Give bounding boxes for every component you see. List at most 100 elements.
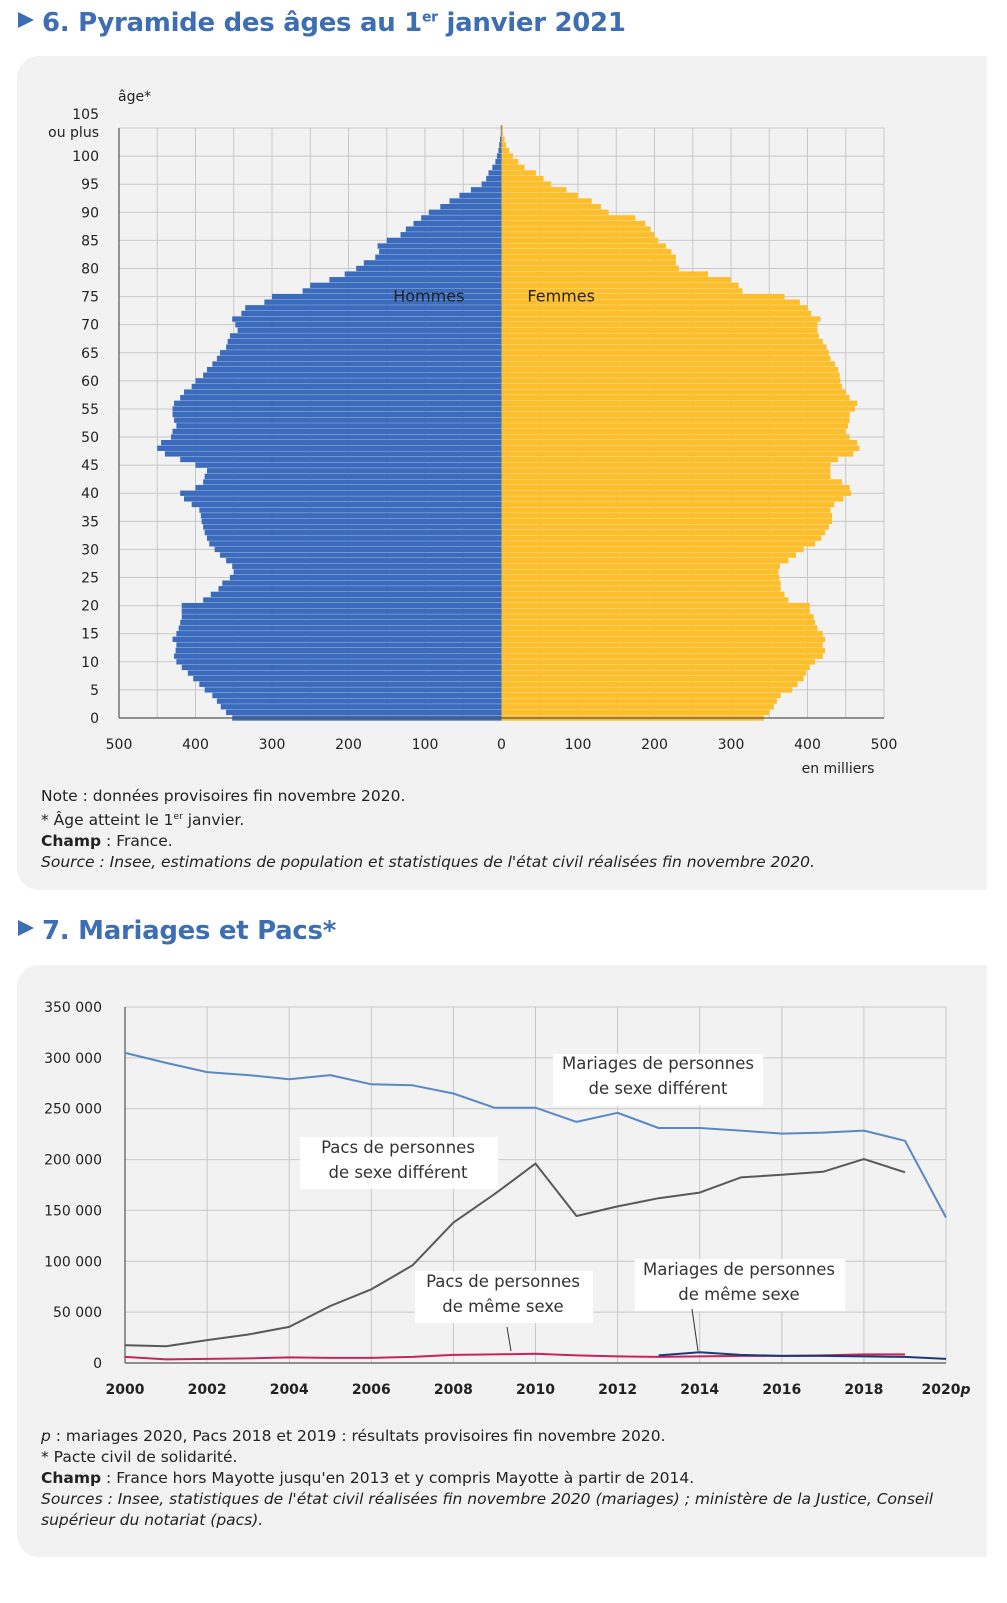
- series-label-bg: [300, 1137, 498, 1189]
- y-tick-label: 25: [81, 571, 99, 587]
- bar-hommes: [206, 366, 502, 373]
- bar-femmes: [501, 518, 832, 524]
- series-line-1: [124, 1158, 906, 1348]
- bar-femmes: [501, 411, 850, 418]
- bar-femmes: [501, 327, 818, 333]
- bar-hommes: [180, 490, 502, 496]
- bar-hommes: [195, 462, 502, 468]
- bar-femmes: [501, 602, 810, 609]
- bar-hommes: [226, 344, 502, 350]
- bar-femmes: [501, 670, 806, 676]
- source-text-2: supérieur du notariat (pacs).: [41, 1511, 264, 1529]
- bar-hommes: [498, 147, 502, 154]
- champ-label: Champ: [41, 832, 102, 851]
- bar-femmes: [501, 659, 816, 665]
- series-label-3: de même sexe: [678, 1285, 799, 1304]
- x-tick-label: 2012: [598, 1382, 637, 1398]
- y-tick-label: 30: [81, 542, 99, 558]
- bar-hommes: [492, 164, 502, 170]
- bar-hommes: [413, 220, 502, 227]
- bar-femmes: [501, 529, 826, 536]
- y-tick-label: 90: [81, 205, 99, 221]
- bar-hommes: [496, 153, 502, 159]
- bar-femmes: [501, 243, 666, 249]
- y-tick-label: 40: [81, 486, 99, 502]
- bar-femmes: [501, 130, 504, 137]
- bar-hommes: [356, 265, 502, 272]
- bar-hommes: [214, 546, 502, 553]
- bar-femmes: [501, 681, 798, 687]
- bar-hommes: [171, 434, 502, 440]
- series-line-0: [124, 1051, 947, 1218]
- mariages-source-1: Sources : Insee, statistiques de l'état …: [41, 1489, 933, 1510]
- bar-femmes: [501, 406, 855, 412]
- bar-hommes: [264, 299, 502, 305]
- bar-hommes: [488, 170, 502, 176]
- bar-femmes: [501, 248, 672, 255]
- bar-femmes: [501, 170, 536, 176]
- bar-hommes: [174, 417, 502, 423]
- bar-femmes: [501, 299, 800, 305]
- bar-hommes: [175, 647, 502, 654]
- bar-hommes: [164, 451, 502, 457]
- pyramid-age-note: * Âge atteint le 1er janvier.: [41, 807, 815, 831]
- bar-hommes: [203, 524, 502, 530]
- bar-hommes: [222, 580, 502, 586]
- bar-femmes: [501, 513, 832, 519]
- series-label-0: Mariages de personnes: [562, 1054, 754, 1073]
- y-tick-label: 150 000: [44, 1203, 102, 1219]
- bar-femmes: [501, 204, 601, 210]
- x-tick-label: 2020p: [922, 1382, 971, 1398]
- bar-hommes: [181, 664, 502, 671]
- x-tick-label: 400: [182, 737, 209, 753]
- mariages-champ: Champ : France hors Mayotte jusqu'en 201…: [41, 1468, 933, 1489]
- bar-femmes: [501, 271, 709, 277]
- bar-femmes: [501, 569, 779, 575]
- bar-hommes: [220, 704, 502, 710]
- mariages-title-text: 7. Mariages et Pacs*: [42, 916, 336, 946]
- bar-hommes: [172, 411, 502, 418]
- bar-femmes: [501, 355, 831, 362]
- bar-femmes: [501, 428, 846, 435]
- bar-femmes: [501, 215, 636, 221]
- bar-hommes: [172, 406, 502, 412]
- bar-femmes: [501, 642, 823, 648]
- pyramid-title-main: 6. Pyramide des âges au 1: [42, 8, 422, 38]
- bar-hommes: [157, 445, 502, 451]
- x-tick-label: 100: [412, 737, 439, 753]
- series-label-1: Pacs de personnes: [321, 1138, 475, 1157]
- champ-text: : France.: [101, 832, 173, 851]
- y-axis-label: âge*: [118, 89, 151, 105]
- bar-femmes: [501, 692, 781, 699]
- y-tick-label: 350 000: [44, 1000, 102, 1016]
- bar-hommes: [180, 395, 502, 401]
- bar-femmes: [501, 232, 655, 238]
- age-note-sup: er: [173, 812, 183, 822]
- bar-hommes: [229, 333, 502, 339]
- bar-femmes: [501, 608, 810, 614]
- x-axis-label: en milliers: [802, 761, 875, 776]
- bar-hommes: [195, 484, 502, 491]
- bar-femmes: [501, 614, 814, 620]
- series-line-3: [658, 1351, 947, 1360]
- bar-hommes: [181, 614, 502, 620]
- bar-hommes: [245, 305, 502, 311]
- pacs-note: * Pacte civil de solidarité.: [41, 1448, 238, 1466]
- bar-femmes: [501, 546, 804, 553]
- y-tick-label: 65: [81, 346, 99, 362]
- bar-femmes: [501, 698, 777, 704]
- bar-femmes: [501, 558, 789, 564]
- bar-hommes: [302, 288, 502, 294]
- bar-femmes: [501, 636, 826, 642]
- bar-hommes: [500, 130, 502, 137]
- bar-femmes: [501, 563, 780, 569]
- bar-femmes: [501, 383, 842, 390]
- bar-femmes: [501, 597, 789, 603]
- bar-hommes: [386, 237, 502, 244]
- bar-femmes: [501, 366, 839, 373]
- bar-femmes: [501, 136, 505, 142]
- bar-hommes: [344, 271, 502, 277]
- bar-hommes: [206, 468, 502, 474]
- bar-hommes: [499, 136, 502, 142]
- bar-hommes: [178, 625, 502, 631]
